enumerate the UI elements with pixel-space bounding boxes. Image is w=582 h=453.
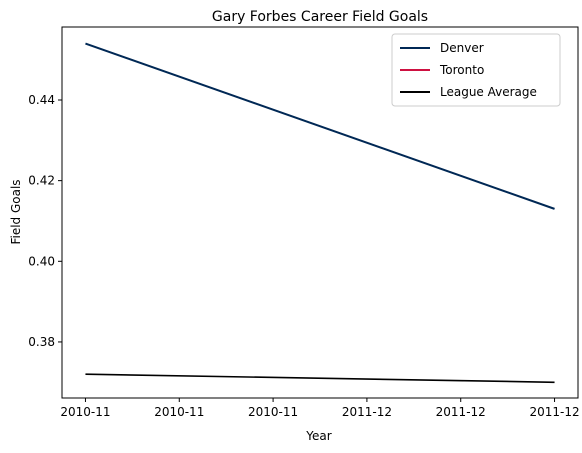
y-tick-label: 0.40 bbox=[28, 254, 55, 268]
x-tick-label: 2010-11 bbox=[248, 405, 298, 419]
x-tick-label: 2011-12 bbox=[436, 405, 486, 419]
y-tick-label: 0.44 bbox=[28, 93, 55, 107]
x-axis-ticks: 2010-11 2010-11 2010-11 2011-12 2011-12 2011-… bbox=[60, 398, 580, 419]
legend: Denver Toronto League Average bbox=[391, 33, 561, 107]
chart-title: Gary Forbes Career Field Goals bbox=[212, 9, 428, 25]
legend-label-denver: Denver bbox=[440, 41, 484, 55]
legend-label-toronto: Toronto bbox=[439, 63, 484, 77]
x-tick-label: 2011-12 bbox=[342, 405, 392, 419]
plot-layer bbox=[85, 42, 555, 384]
series-line-denver bbox=[85, 42, 555, 210]
x-tick-label: 2010-11 bbox=[154, 405, 204, 419]
y-axis-ticks: 0.38 0.40 0.42 0.44 bbox=[28, 93, 62, 349]
x-axis-label: Year bbox=[305, 429, 331, 443]
y-tick-label: 0.38 bbox=[28, 335, 55, 349]
y-axis-label: Field Goals bbox=[9, 179, 23, 244]
legend-label-league-average: League Average bbox=[440, 85, 537, 99]
y-tick-label: 0.42 bbox=[28, 174, 55, 188]
x-tick-label: 2010-11 bbox=[60, 405, 110, 419]
plot-frame bbox=[61, 26, 579, 399]
legend-box bbox=[391, 33, 561, 107]
x-tick-label: 2011-12 bbox=[529, 405, 579, 419]
series-line-league-average bbox=[85, 373, 555, 384]
